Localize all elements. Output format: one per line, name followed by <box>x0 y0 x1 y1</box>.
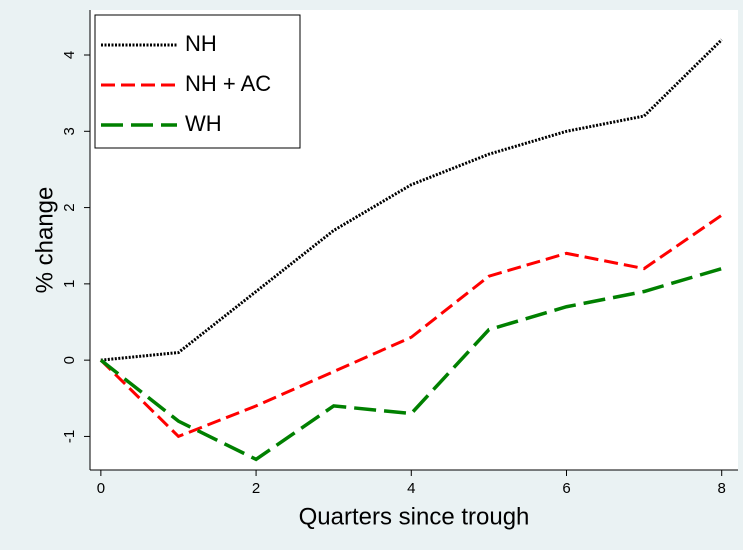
y-tick-label: 3 <box>61 127 78 135</box>
legend-label: WH <box>185 111 222 136</box>
legend-box <box>94 14 301 149</box>
series-line <box>100 38 723 362</box>
x-axis-label: Quarters since trough <box>299 503 530 530</box>
legend-label: NH + AC <box>185 71 271 96</box>
y-axis-label: % change <box>31 187 58 294</box>
x-tick-label: 6 <box>562 480 570 497</box>
y-tick-label: 2 <box>61 203 78 211</box>
y-tick-label: 1 <box>61 280 78 288</box>
y-tick-label: 4 <box>61 51 78 59</box>
x-tick-label: 0 <box>97 480 105 497</box>
y-tick-label: 0 <box>61 356 78 364</box>
series-line <box>99 213 723 439</box>
legend-label: NH <box>185 31 217 56</box>
x-tick-label: 4 <box>407 480 415 497</box>
series-line <box>99 266 723 462</box>
x-tick-label: 8 <box>718 480 726 497</box>
x-tick-label: 2 <box>252 480 260 497</box>
y-tick-label: -1 <box>61 430 78 443</box>
